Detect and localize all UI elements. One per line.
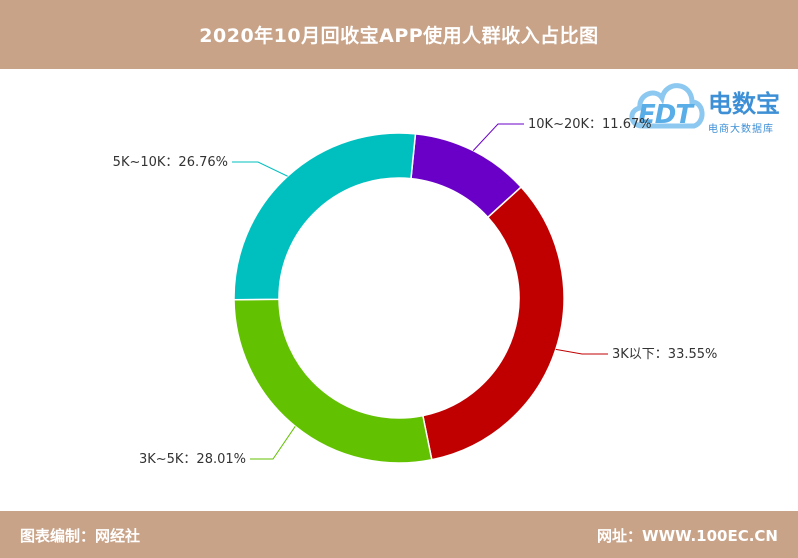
chart-title: 2020年10月回收宝APP使用人群收入占比图 <box>199 25 599 47</box>
slice-label-3K以下: 3K以下：33.55% <box>612 347 717 362</box>
donut-slice-5K~10K <box>233 132 417 301</box>
leader-line-3K~5K <box>250 426 296 460</box>
leader-line-10K~20K <box>472 123 524 151</box>
cloud-icon <box>629 83 705 129</box>
chart-header: 2020年10月回收宝APP使用人群收入占比图 <box>0 0 798 69</box>
donut-slice-3K以下 <box>421 185 565 461</box>
leader-line-5K~10K <box>232 161 288 177</box>
logo-subtitle: 电商大数据库 <box>708 124 774 135</box>
slice-label-3K~5K: 3K~5K：28.01% <box>139 452 246 467</box>
footer-website: 网址：WWW.100EC.CN <box>597 527 778 545</box>
footer-source: 图表编制：网经社 <box>20 527 141 545</box>
logo-brand-name: 电数宝 <box>708 90 780 118</box>
logo-abbreviation: EDT <box>638 100 693 130</box>
brand-logo: EDT 电数宝 电商大数据库 <box>628 74 794 135</box>
donut-slice-3K~5K <box>233 298 433 464</box>
slice-label-10K~20K: 10K~20K：11.67% <box>528 117 652 132</box>
leader-line-3K以下 <box>555 348 608 355</box>
slice-label-5K~10K: 5K~10K：26.76% <box>113 155 228 170</box>
chart-footer: 图表编制：网经社 网址：WWW.100EC.CN <box>0 511 798 558</box>
